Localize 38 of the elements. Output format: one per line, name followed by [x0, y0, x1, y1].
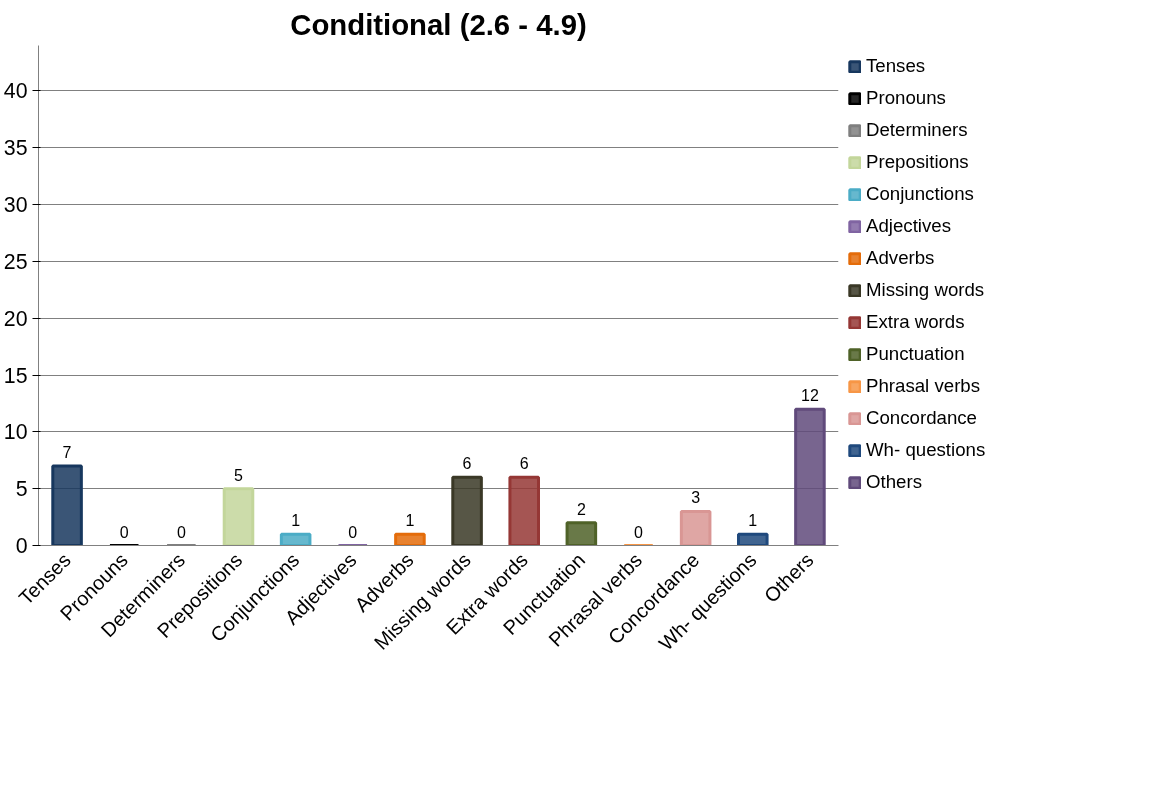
y-tick-label: 35	[3, 136, 28, 161]
legend-label: Missing words	[866, 279, 985, 301]
data-label: 0	[348, 523, 358, 541]
data-label: 0	[634, 523, 644, 541]
y-tick-label: 15	[3, 363, 28, 388]
legend-label: Concordance	[866, 407, 977, 429]
legend-label: Conjunctions	[866, 183, 974, 205]
y-tick-label: 20	[3, 306, 28, 331]
legend-label: Others	[866, 471, 922, 493]
y-tick-label: 30	[3, 193, 28, 218]
legend-label: Punctuation	[866, 343, 965, 365]
legend-label: Pronouns	[866, 87, 946, 109]
data-label: 7	[62, 443, 72, 461]
legend-label: Adverbs	[866, 247, 935, 269]
data-label: 1	[405, 512, 415, 530]
data-label: 3	[691, 489, 701, 507]
data-label: 6	[519, 455, 529, 473]
legend-label: Determiners	[866, 119, 968, 141]
y-tick-label: 25	[3, 249, 28, 274]
legend-label: Adjectives	[866, 215, 952, 237]
legend-label: Extra words	[866, 311, 965, 333]
legend-label: Phrasal verbs	[866, 375, 981, 397]
data-label: 5	[234, 466, 244, 484]
data-label: 1	[748, 512, 758, 530]
legend-label: Tenses	[866, 55, 926, 77]
y-tick-label: 0	[15, 534, 28, 558]
data-label: 1	[291, 512, 301, 530]
y-tick-label: 10	[3, 420, 28, 445]
chart-title: Conditional (2.6 - 4.9)	[290, 7, 587, 41]
data-label: 12	[801, 387, 819, 405]
data-label: 2	[576, 500, 586, 518]
data-label: 6	[462, 455, 472, 473]
data-label: 0	[119, 523, 129, 541]
y-tick-label: 40	[3, 79, 28, 104]
legend-label: Wh- questions	[866, 439, 986, 461]
data-label: 0	[176, 523, 186, 541]
y-tick-label: 5	[15, 477, 28, 502]
legend-label: Prepositions	[866, 151, 969, 173]
